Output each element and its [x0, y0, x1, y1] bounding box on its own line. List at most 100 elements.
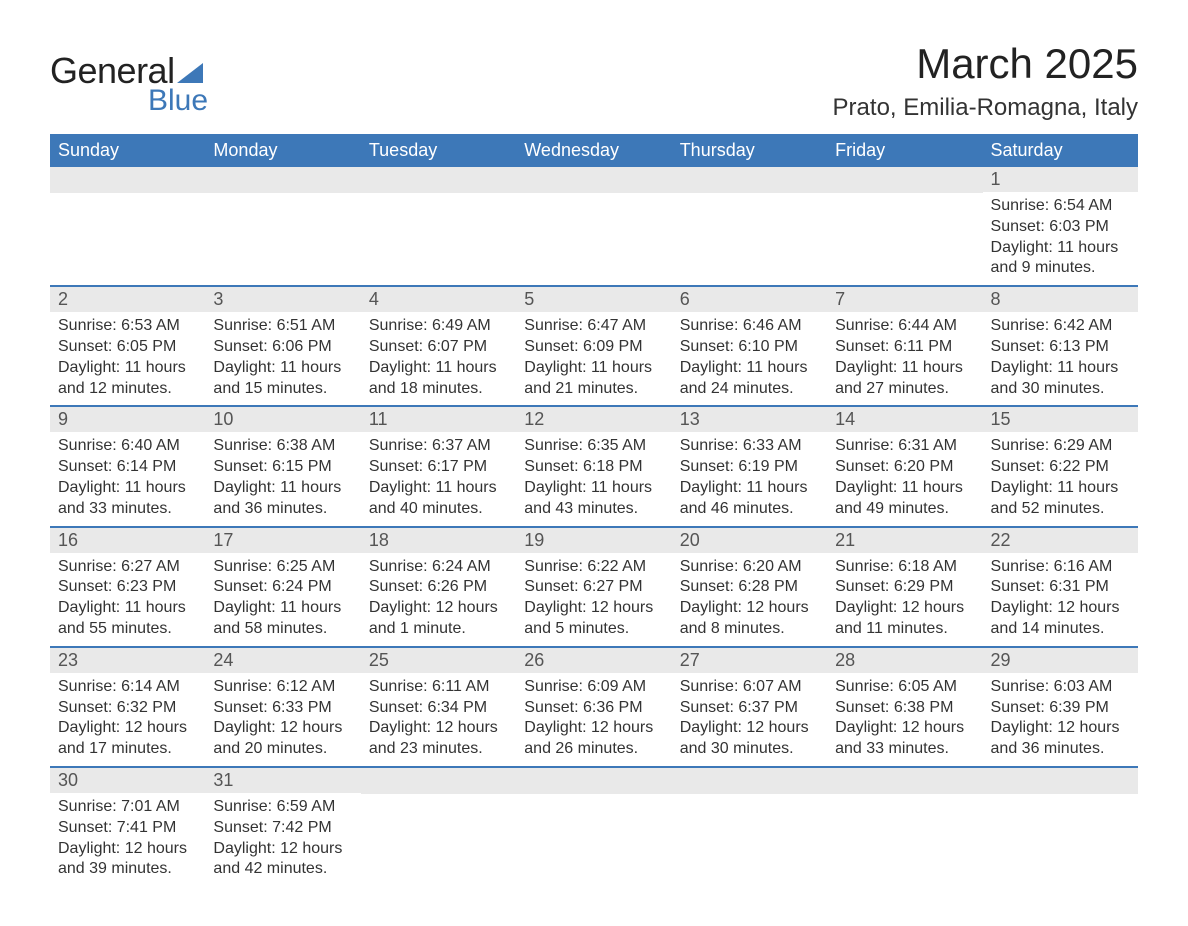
empty-cell-body — [50, 193, 205, 275]
day-details: Sunrise: 6:40 AMSunset: 6:14 PMDaylight:… — [50, 432, 205, 525]
day-details: Sunrise: 6:53 AMSunset: 6:05 PMDaylight:… — [50, 312, 205, 405]
date-number: 18 — [361, 528, 516, 553]
date-number: 10 — [205, 407, 360, 432]
day-header: Saturday — [983, 134, 1138, 167]
day-details: Sunrise: 6:16 AMSunset: 6:31 PMDaylight:… — [983, 553, 1138, 646]
day-header: Tuesday — [361, 134, 516, 167]
calendar-week-row: 30Sunrise: 7:01 AMSunset: 7:41 PMDayligh… — [50, 767, 1138, 886]
sunrise-text: Sunrise: 6:33 AM — [680, 436, 819, 457]
daylight-text: Daylight: 11 hours and 9 minutes. — [991, 238, 1130, 280]
sunrise-text: Sunrise: 6:40 AM — [58, 436, 197, 457]
daylight-text: Daylight: 12 hours and 39 minutes. — [58, 839, 197, 881]
calendar-cell: 23Sunrise: 6:14 AMSunset: 6:32 PMDayligh… — [50, 647, 205, 767]
date-number: 13 — [672, 407, 827, 432]
sunrise-text: Sunrise: 6:29 AM — [991, 436, 1130, 457]
daylight-text: Daylight: 12 hours and 11 minutes. — [835, 598, 974, 640]
calendar-table: SundayMondayTuesdayWednesdayThursdayFrid… — [50, 134, 1138, 886]
daylight-text: Daylight: 11 hours and 33 minutes. — [58, 478, 197, 520]
calendar-cell: 26Sunrise: 6:09 AMSunset: 6:36 PMDayligh… — [516, 647, 671, 767]
day-details: Sunrise: 6:29 AMSunset: 6:22 PMDaylight:… — [983, 432, 1138, 525]
sunrise-text: Sunrise: 6:47 AM — [524, 316, 663, 337]
calendar-cell — [827, 767, 982, 886]
sunset-text: Sunset: 6:07 PM — [369, 337, 508, 358]
sunrise-text: Sunrise: 6:35 AM — [524, 436, 663, 457]
title-block: March 2025 Prato, Emilia-Romagna, Italy — [833, 40, 1138, 122]
sunrise-text: Sunrise: 6:38 AM — [213, 436, 352, 457]
day-details: Sunrise: 6:25 AMSunset: 6:24 PMDaylight:… — [205, 553, 360, 646]
sunset-text: Sunset: 6:15 PM — [213, 457, 352, 478]
daylight-text: Daylight: 12 hours and 20 minutes. — [213, 718, 352, 760]
calendar-cell: 2Sunrise: 6:53 AMSunset: 6:05 PMDaylight… — [50, 286, 205, 406]
calendar-cell: 11Sunrise: 6:37 AMSunset: 6:17 PMDayligh… — [361, 406, 516, 526]
calendar-cell: 31Sunrise: 6:59 AMSunset: 7:42 PMDayligh… — [205, 767, 360, 886]
date-number: 25 — [361, 648, 516, 673]
calendar-cell: 3Sunrise: 6:51 AMSunset: 6:06 PMDaylight… — [205, 286, 360, 406]
sunset-text: Sunset: 6:20 PM — [835, 457, 974, 478]
sunset-text: Sunset: 6:03 PM — [991, 217, 1130, 238]
daylight-text: Daylight: 11 hours and 55 minutes. — [58, 598, 197, 640]
sunset-text: Sunset: 7:41 PM — [58, 818, 197, 839]
day-header: Friday — [827, 134, 982, 167]
sunrise-text: Sunrise: 6:03 AM — [991, 677, 1130, 698]
location-subtitle: Prato, Emilia-Romagna, Italy — [833, 94, 1138, 122]
calendar-cell: 6Sunrise: 6:46 AMSunset: 6:10 PMDaylight… — [672, 286, 827, 406]
logo-word2: Blue — [148, 84, 208, 118]
calendar-cell — [672, 767, 827, 886]
date-number: 23 — [50, 648, 205, 673]
sunset-text: Sunset: 6:33 PM — [213, 698, 352, 719]
empty-cell-body — [827, 193, 982, 275]
date-number: 31 — [205, 768, 360, 793]
sunrise-text: Sunrise: 6:11 AM — [369, 677, 508, 698]
date-number: 2 — [50, 287, 205, 312]
sunrise-text: Sunrise: 6:25 AM — [213, 557, 352, 578]
sunrise-text: Sunrise: 6:54 AM — [991, 196, 1130, 217]
logo: General Blue — [50, 50, 208, 118]
daylight-text: Daylight: 11 hours and 15 minutes. — [213, 358, 352, 400]
calendar-cell — [983, 767, 1138, 886]
calendar-cell — [516, 767, 671, 886]
calendar-week-row: 9Sunrise: 6:40 AMSunset: 6:14 PMDaylight… — [50, 406, 1138, 526]
sunset-text: Sunset: 6:39 PM — [991, 698, 1130, 719]
sunset-text: Sunset: 6:13 PM — [991, 337, 1130, 358]
daylight-text: Daylight: 11 hours and 36 minutes. — [213, 478, 352, 520]
date-number: 28 — [827, 648, 982, 673]
date-number: 21 — [827, 528, 982, 553]
empty-cell-body — [672, 794, 827, 876]
daylight-text: Daylight: 12 hours and 23 minutes. — [369, 718, 508, 760]
day-details: Sunrise: 6:18 AMSunset: 6:29 PMDaylight:… — [827, 553, 982, 646]
date-number: 27 — [672, 648, 827, 673]
empty-date-bar — [827, 768, 982, 794]
sunset-text: Sunset: 6:09 PM — [524, 337, 663, 358]
calendar-cell: 17Sunrise: 6:25 AMSunset: 6:24 PMDayligh… — [205, 527, 360, 647]
sunset-text: Sunset: 6:23 PM — [58, 577, 197, 598]
day-details: Sunrise: 6:12 AMSunset: 6:33 PMDaylight:… — [205, 673, 360, 766]
sunset-text: Sunset: 6:28 PM — [680, 577, 819, 598]
date-number: 1 — [983, 167, 1138, 192]
date-number: 9 — [50, 407, 205, 432]
day-header: Wednesday — [516, 134, 671, 167]
empty-date-bar — [672, 768, 827, 794]
empty-date-bar — [516, 768, 671, 794]
day-details: Sunrise: 6:27 AMSunset: 6:23 PMDaylight:… — [50, 553, 205, 646]
day-details: Sunrise: 6:59 AMSunset: 7:42 PMDaylight:… — [205, 793, 360, 886]
sunrise-text: Sunrise: 6:27 AM — [58, 557, 197, 578]
sunrise-text: Sunrise: 6:05 AM — [835, 677, 974, 698]
daylight-text: Daylight: 12 hours and 14 minutes. — [991, 598, 1130, 640]
sunset-text: Sunset: 6:06 PM — [213, 337, 352, 358]
sunset-text: Sunset: 6:27 PM — [524, 577, 663, 598]
calendar-cell: 1 Sunrise: 6:54 AMSunset: 6:03 PMDaylight… — [983, 167, 1138, 286]
daylight-text: Daylight: 11 hours and 52 minutes. — [991, 478, 1130, 520]
sunset-text: Sunset: 6:18 PM — [524, 457, 663, 478]
day-details: Sunrise: 6:42 AMSunset: 6:13 PMDaylight:… — [983, 312, 1138, 405]
empty-cell-body — [672, 193, 827, 275]
month-title: March 2025 — [833, 40, 1138, 88]
date-number: 24 — [205, 648, 360, 673]
sunset-text: Sunset: 6:29 PM — [835, 577, 974, 598]
date-number: 5 — [516, 287, 671, 312]
daylight-text: Daylight: 11 hours and 43 minutes. — [524, 478, 663, 520]
daylight-text: Daylight: 12 hours and 1 minute. — [369, 598, 508, 640]
empty-cell-body — [205, 193, 360, 275]
sunrise-text: Sunrise: 6:46 AM — [680, 316, 819, 337]
daylight-text: Daylight: 12 hours and 17 minutes. — [58, 718, 197, 760]
day-details: Sunrise: 7:01 AMSunset: 7:41 PMDaylight:… — [50, 793, 205, 886]
